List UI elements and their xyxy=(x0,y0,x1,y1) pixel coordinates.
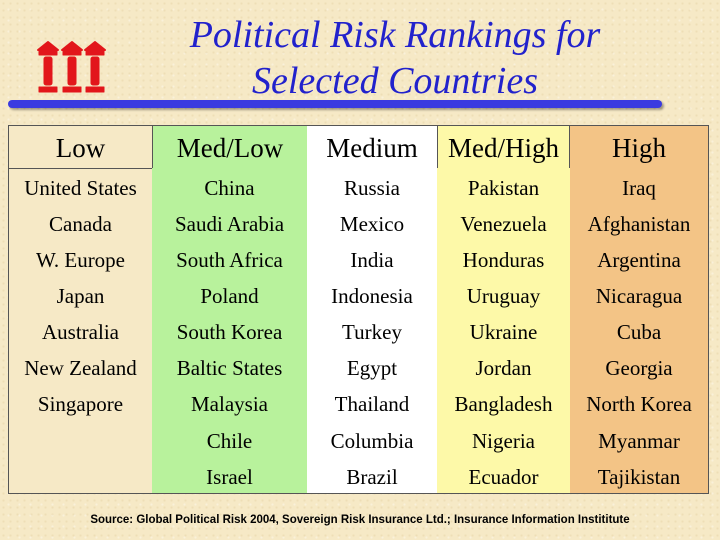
column-med-high: Med/High Pakistan Venezuela Honduras Uru… xyxy=(437,126,570,493)
country-cell: India xyxy=(350,248,394,272)
column-header-low: Low xyxy=(9,126,152,169)
country-cell: South Korea xyxy=(176,320,283,344)
country-cell: Honduras xyxy=(462,248,545,272)
country-cell: Cuba xyxy=(616,320,662,344)
column-header-med-high: Med/High xyxy=(437,126,570,168)
title-line-1: Political Risk Rankings for xyxy=(189,14,601,56)
country-cell: Uruguay xyxy=(466,284,541,308)
title-line-2: Selected Countries xyxy=(252,60,538,102)
title-underline xyxy=(8,100,662,108)
column-header-label: Med/High xyxy=(448,133,559,163)
columns-logo-icon xyxy=(37,41,106,93)
country-cell: Russia xyxy=(343,176,400,200)
country-cell: Turkey xyxy=(342,320,402,344)
column-med-low: Med/Low China Saudi Arabia South Africa … xyxy=(152,126,307,493)
country-cell: New Zealand xyxy=(24,356,137,380)
country-cell: China xyxy=(204,176,255,200)
country-cell: United States xyxy=(24,176,137,200)
column-header-label: High xyxy=(612,133,666,163)
country-cell: Tajikistan xyxy=(597,465,681,489)
country-cell: Myanmar xyxy=(598,429,680,453)
country-cell: Baltic States xyxy=(176,356,283,380)
country-cell: Argentina xyxy=(597,248,681,272)
country-cell: Venezuela xyxy=(460,212,547,236)
country-cell: Pakistan xyxy=(467,176,540,200)
country-cell: Poland xyxy=(200,284,259,308)
country-cell: Bangladesh xyxy=(454,392,553,416)
country-cell: Indonesia xyxy=(331,284,413,308)
column-high: High Iraq Afghanistan Argentina Nicaragu… xyxy=(570,126,708,493)
column-header-medium: Medium xyxy=(307,126,437,168)
column-header-label: Low xyxy=(55,133,106,163)
country-cell: Mexico xyxy=(339,212,405,236)
country-cell: Iraq xyxy=(622,176,656,200)
country-cell: Ecuador xyxy=(468,465,539,489)
country-cell: Australia xyxy=(42,320,119,344)
country-cell: Japan xyxy=(56,284,105,308)
column-header-label: Med/Low xyxy=(176,133,284,163)
country-cell: Egypt xyxy=(346,356,398,380)
column-medium: Medium Russia Mexico India Indonesia Tur… xyxy=(307,126,437,493)
country-cell: Chile xyxy=(206,429,253,453)
country-cell: W. Europe xyxy=(35,248,126,272)
country-cell: Nigeria xyxy=(472,429,535,453)
column-header-med-low: Med/Low xyxy=(152,126,307,168)
country-cell: North Korea xyxy=(586,392,692,416)
country-cell: Columbia xyxy=(330,429,414,453)
column-low: Low United States Canada W. Europe Japan… xyxy=(9,126,152,493)
column-header-label: Medium xyxy=(326,133,418,163)
source-note: Source: Global Political Risk 2004, Sove… xyxy=(90,514,630,526)
country-cell: Nicaragua xyxy=(595,284,683,308)
risk-rankings-table: Low United States Canada W. Europe Japan… xyxy=(8,125,709,494)
country-cell: Afghanistan xyxy=(587,212,691,236)
country-cell: Thailand xyxy=(334,392,410,416)
country-cell: Georgia xyxy=(605,356,673,380)
country-cell: Brazil xyxy=(346,465,398,489)
country-cell: Ukraine xyxy=(469,320,538,344)
page-title: Political Risk Rankings for Selected Cou… xyxy=(110,12,680,104)
country-cell: Malaysia xyxy=(191,392,268,416)
column-header-high: High xyxy=(570,126,708,168)
country-cell: Israel xyxy=(206,465,253,489)
country-cell: Jordan xyxy=(475,356,532,380)
country-cell: Saudi Arabia xyxy=(174,212,285,236)
country-cell: Singapore xyxy=(37,392,124,416)
country-cell: South Africa xyxy=(176,248,283,272)
country-cell: Canada xyxy=(49,212,112,236)
